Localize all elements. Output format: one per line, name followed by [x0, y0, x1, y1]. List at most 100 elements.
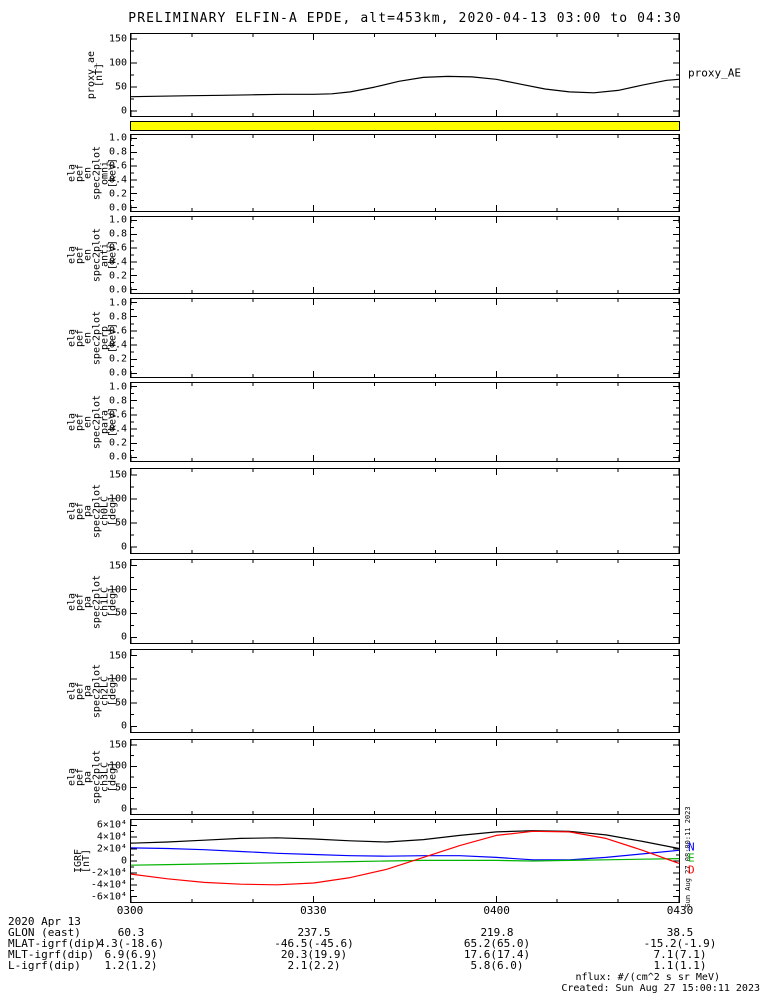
footer-row-label: MLT-igrf(dip)	[8, 948, 95, 961]
footer-value: 38.5	[666, 926, 694, 939]
footer-value: 20.3(19.9)	[280, 948, 348, 961]
plot-title: PRELIMINARY ELFIN-A EPDE, alt=453km, 202…	[128, 11, 682, 26]
igrf-canvas	[131, 820, 679, 902]
ela-pef-en-spec2plot-perp-ytick-label: 0.4	[108, 339, 127, 351]
footer-value: 1.2(1.2)	[104, 959, 158, 972]
ela-pef-pa-spec2plot-ch2LC-canvas	[131, 650, 679, 732]
ela-pef-en-spec2plot-anti-ytick-label: 0.8	[108, 228, 127, 240]
proxy-ae-y-axis-label: proxy_ae [nT]	[85, 50, 105, 100]
panel-ela-pef-en-spec2plot-para	[130, 382, 680, 462]
footer-value: 1.1(1.1)	[653, 959, 707, 972]
ela-pef-pa-spec2plot-ch0LC-ytick-label: 50	[114, 517, 127, 529]
footer-value: -15.2(-1.9)	[643, 937, 717, 950]
ela-pef-en-spec2plot-para-ytick-label: 0.0	[108, 451, 127, 463]
ela-pef-en-spec2plot-para-ytick-label: 0.8	[108, 395, 127, 407]
ela-pef-en-spec2plot-perp-ytick-label: 1.0	[108, 297, 127, 309]
igrf-ytick-label: 0	[120, 855, 127, 867]
panel-ela-pef-pa-spec2plot-ch1LC	[130, 559, 680, 644]
footer-value: 237.5	[297, 926, 331, 939]
panel-ela-pef-en-spec2plot-omni	[130, 134, 680, 212]
igrf-ytick-label: -6×10⁴	[90, 891, 127, 903]
series-B_total	[131, 830, 679, 850]
ela-pef-en-spec2plot-perp-canvas	[131, 299, 679, 377]
footer-date: 2020 Apr 13	[8, 915, 81, 928]
panel-ela-pef-pa-spec2plot-ch3LC	[130, 739, 680, 815]
ela-pef-pa-spec2plot-ch0LC-y-axis-label: ela pef pa spec2plot ch0LC [deg]	[66, 483, 119, 539]
footer-value: 65.2(65.0)	[463, 937, 531, 950]
ela-pef-pa-spec2plot-ch0LC-canvas	[131, 469, 679, 553]
footer-value: 5.8(6.0)	[470, 959, 524, 972]
ela-pef-en-spec2plot-omni-ytick-label: 0.4	[108, 174, 127, 186]
ela-pef-en-spec2plot-para-ytick-label: 0.4	[108, 423, 127, 435]
panel-ela-pef-en-spec2plot-anti	[130, 216, 680, 294]
footer-value: 2.1(2.2)	[287, 959, 341, 972]
right-label-N: N	[688, 840, 695, 854]
series-E	[131, 858, 679, 866]
igrf-ytick-label: -4×10⁴	[90, 879, 127, 891]
ela-pef-pa-spec2plot-ch2LC-ytick-label: 150	[108, 650, 127, 662]
right-label-proxy_AE: proxy_AE	[688, 66, 741, 80]
ela-pef-pa-spec2plot-ch0LC-ytick-label: 150	[108, 469, 127, 481]
ela-pef-en-spec2plot-perp-y-axis-label: ela pef en spec2plot perp [keV]	[66, 310, 119, 366]
time-tick-label: 0400	[483, 904, 510, 917]
ela-pef-pa-spec2plot-ch1LC-ytick-label: 100	[108, 584, 127, 596]
footer-value: 219.8	[480, 926, 514, 939]
footer-value: 7.1(7.1)	[653, 948, 707, 961]
panel-igrf	[130, 819, 680, 903]
ela-pef-en-spec2plot-para-ytick-label: 0.6	[108, 409, 127, 421]
proxy-ae-ytick-label: 100	[108, 57, 127, 69]
ela-pef-pa-spec2plot-ch3LC-canvas	[131, 740, 679, 814]
ela-pef-pa-spec2plot-ch3LC-ytick-label: 0	[120, 803, 127, 815]
ela-pef-pa-spec2plot-ch3LC-ytick-label: 150	[108, 739, 127, 751]
ela-pef-en-spec2plot-anti-ytick-label: 1.0	[108, 214, 127, 226]
ela-pef-pa-spec2plot-ch1LC-ytick-label: 0	[120, 631, 127, 643]
ela-pef-en-spec2plot-para-canvas	[131, 383, 679, 461]
igrf-ytick-label: -2×10⁴	[90, 867, 127, 879]
ela-pef-pa-spec2plot-ch2LC-ytick-label: 50	[114, 697, 127, 709]
ela-pef-en-spec2plot-anti-ytick-label: 0.0	[108, 284, 127, 296]
panel-ela-pef-pa-spec2plot-ch0LC	[130, 468, 680, 554]
ela-pef-en-spec2plot-para-ytick-label: 0.2	[108, 437, 127, 449]
ela-pef-en-spec2plot-anti-ytick-label: 0.4	[108, 256, 127, 268]
ela-pef-pa-spec2plot-ch3LC-ytick-label: 100	[108, 760, 127, 772]
ela-pef-en-spec2plot-perp-ytick-label: 0.0	[108, 367, 127, 379]
footer-value: 6.9(6.9)	[104, 948, 158, 961]
nflux-units-note: nflux: #/(cm^2 s sr MeV)	[575, 972, 721, 983]
series-N	[131, 847, 679, 861]
proxy-ae-canvas	[131, 34, 679, 116]
panel-quality-flag-bar	[130, 121, 680, 131]
ela-pef-en-spec2plot-omni-ytick-label: 0.6	[108, 160, 127, 172]
footer-row-label: GLON (east)	[8, 926, 81, 939]
ela-pef-pa-spec2plot-ch3LC-ytick-label: 50	[114, 782, 127, 794]
ela-pef-pa-spec2plot-ch1LC-y-axis-label: ela pef pa spec2plot ch1LC [deg]	[66, 574, 119, 629]
footer-value: 60.3	[117, 926, 145, 939]
ela-pef-pa-spec2plot-ch2LC-y-axis-label: ela pef pa spec2plot ch2LC [deg]	[66, 663, 119, 719]
ela-pef-pa-spec2plot-ch0LC-ytick-label: 0	[120, 541, 127, 553]
proxy-ae-ytick-label: 0	[120, 105, 127, 117]
ela-pef-en-spec2plot-para-y-axis-label: ela pef en spec2plot para [keV]	[66, 394, 119, 450]
ela-pef-pa-spec2plot-ch0LC-ytick-label: 100	[108, 493, 127, 505]
ela-pef-en-spec2plot-omni-y-axis-label: ela pef en spec2plot omni [keV]	[66, 145, 119, 201]
igrf-ytick-label: 2×10⁴	[96, 843, 127, 855]
igrf-ytick-label: 6×10⁴	[96, 819, 127, 831]
ela-pef-en-spec2plot-anti-y-axis-label: ela pef en spec2plot anti [keV]	[66, 227, 119, 283]
ela-pef-en-spec2plot-omni-ytick-label: 1.0	[108, 132, 127, 144]
footer-value: 17.6(17.4)	[463, 948, 531, 961]
ela-pef-pa-spec2plot-ch1LC-ytick-label: 50	[114, 607, 127, 619]
ela-pef-pa-spec2plot-ch2LC-ytick-label: 100	[108, 673, 127, 685]
ela-pef-en-spec2plot-omni-canvas	[131, 135, 679, 211]
ela-pef-en-spec2plot-omni-ytick-label: 0.8	[108, 146, 127, 158]
igrf-y-axis-label: IGRF [nT]	[72, 848, 92, 874]
ela-pef-pa-spec2plot-ch1LC-ytick-label: 150	[108, 560, 127, 572]
ela-pef-pa-spec2plot-ch1LC-canvas	[131, 560, 679, 643]
ela-pef-en-spec2plot-omni-ytick-label: 0.0	[108, 202, 127, 214]
ela-pef-en-spec2plot-perp-ytick-label: 0.6	[108, 325, 127, 337]
ela-pef-en-spec2plot-perp-ytick-label: 0.8	[108, 311, 127, 323]
ela-pef-en-spec2plot-para-ytick-label: 1.0	[108, 381, 127, 393]
right-label-D: D	[688, 863, 695, 877]
panel-ela-pef-en-spec2plot-perp	[130, 298, 680, 378]
time-tick-label: 0330	[300, 904, 327, 917]
ela-pef-pa-spec2plot-ch3LC-y-axis-label: ela pef pa spec2plot ch3LC [deg]	[66, 749, 119, 805]
series-proxy_AE	[131, 75, 679, 98]
